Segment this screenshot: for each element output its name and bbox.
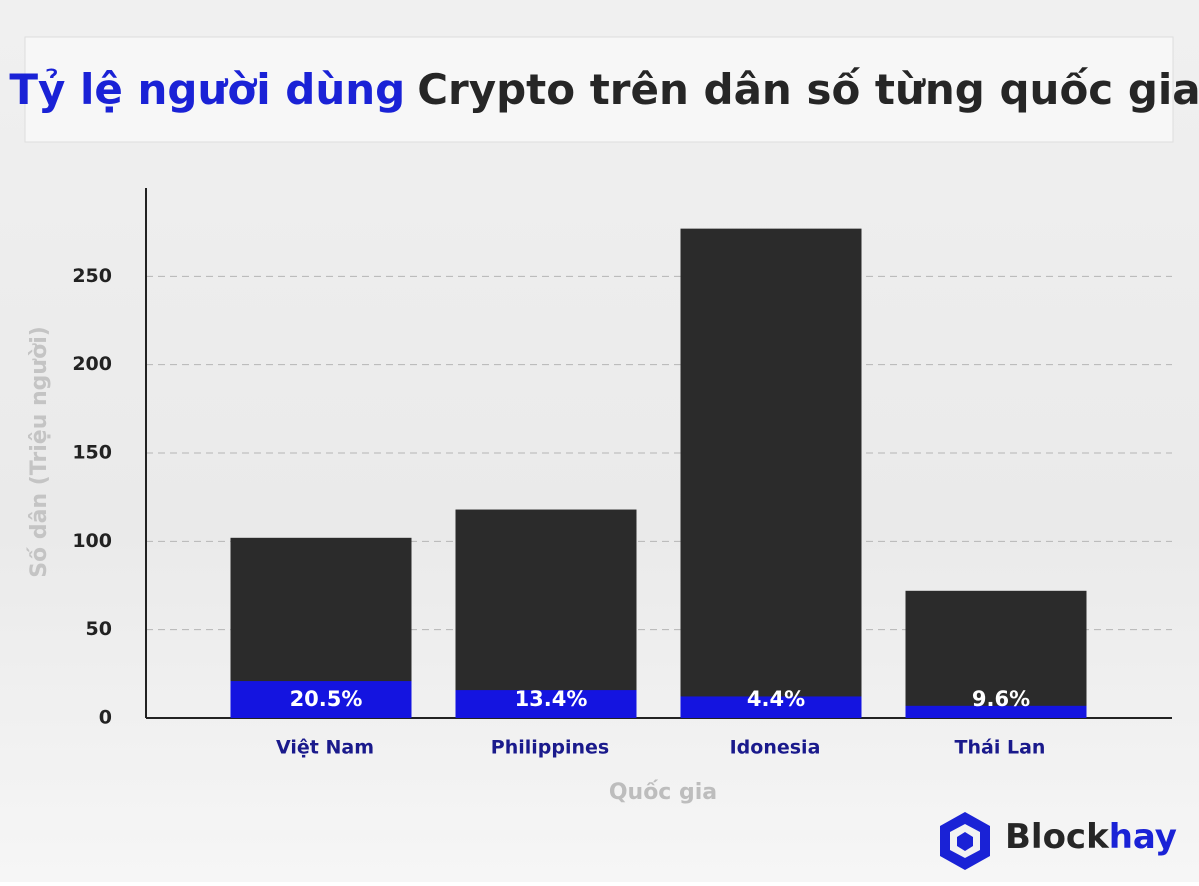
x-tick-label: Idonesia (730, 737, 821, 759)
bar (905, 590, 1087, 718)
share-label: 13.4% (515, 687, 588, 711)
title-box (24, 36, 1174, 143)
brand-part: Block (1005, 817, 1110, 857)
title-part: Crypto trên dân số từng quốc gia (417, 65, 1199, 114)
bar (455, 690, 637, 718)
y-tick-label: 150 (72, 442, 112, 464)
x-axis-label: Quốc gia (609, 780, 717, 805)
share-label: 4.4% (747, 687, 805, 711)
title-part: Tỷ lệ người dùng (9, 65, 405, 114)
share-label: 20.5% (290, 687, 363, 711)
chart-title: Tỷ lệ người dùng Crypto trên dân số từng … (9, 65, 1199, 114)
y-axis-label: Số dân (Triệu người) (27, 326, 52, 578)
y-tick-label: 0 (99, 707, 112, 729)
x-tick-label: Việt Nam (276, 737, 374, 759)
bar (455, 509, 637, 718)
y-tick-label: 200 (72, 353, 112, 375)
bar (230, 681, 412, 718)
brand-name: Blockhay (1005, 817, 1177, 857)
y-tick-label: 100 (72, 530, 112, 552)
bar (680, 696, 862, 718)
brand-logo (940, 812, 990, 870)
y-tick-label: 50 (86, 618, 112, 640)
bar (905, 705, 1087, 718)
y-tick-label: 250 (72, 265, 112, 287)
brand-part: hay (1109, 817, 1177, 857)
bar (680, 228, 862, 718)
x-tick-label: Thái Lan (955, 737, 1046, 759)
x-tick-label: Philippines (491, 737, 609, 759)
share-label: 9.6% (972, 687, 1030, 711)
